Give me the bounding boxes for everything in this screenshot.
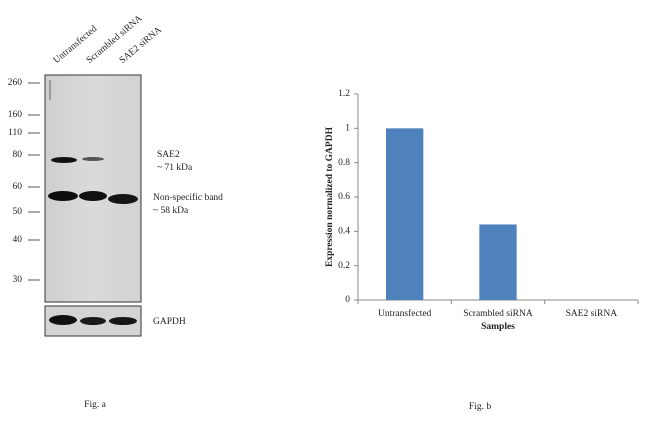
y-tick-label: 0.8 <box>338 158 350 168</box>
marker-label: 110 <box>8 128 22 138</box>
marker-label: 60 <box>13 182 23 192</box>
marker-label: 260 <box>8 78 23 88</box>
y-tick-label: 1 <box>345 124 350 134</box>
band <box>108 194 138 204</box>
lane-label: Scrambled siRNA <box>85 14 145 66</box>
y-tick-label: 0.6 <box>338 192 350 202</box>
annotation: GAPDH <box>153 317 186 327</box>
annotation: ~ 58 kDa <box>153 206 189 216</box>
band <box>51 157 77 163</box>
y-tick-label: 0 <box>345 295 350 305</box>
caption: Fig. b <box>469 402 491 412</box>
band <box>49 315 77 325</box>
y-tick-label: 1.2 <box>338 89 350 99</box>
x-axis-title: Samples <box>481 322 515 332</box>
marker-label: 160 <box>8 110 23 120</box>
marker-label: 50 <box>13 207 23 217</box>
x-tick-label: SAE2 siRNA <box>566 309 618 319</box>
y-tick-label: 0.4 <box>338 227 350 237</box>
y-axis-title: Expression normalized to GAPDH <box>325 126 335 267</box>
bar <box>386 128 424 300</box>
bar <box>479 224 517 300</box>
annotation: Non-specific band <box>153 192 223 203</box>
x-tick-label: Untransfected <box>378 308 432 319</box>
band <box>79 191 107 201</box>
band <box>109 317 137 325</box>
annotation: SAE2 <box>157 150 180 160</box>
marker-label: 30 <box>13 275 23 285</box>
band <box>82 157 104 161</box>
x-tick-label: Scrambled siRNA <box>463 309 533 319</box>
marker-label: 80 <box>13 150 23 160</box>
band <box>48 191 78 201</box>
y-tick-label: 0.2 <box>338 261 350 271</box>
blot-panel <box>44 74 142 303</box>
band <box>80 317 106 325</box>
marker-label: 40 <box>13 235 23 245</box>
annotation: ~ 71 kDa <box>157 163 193 173</box>
caption: Fig. a <box>84 400 106 410</box>
